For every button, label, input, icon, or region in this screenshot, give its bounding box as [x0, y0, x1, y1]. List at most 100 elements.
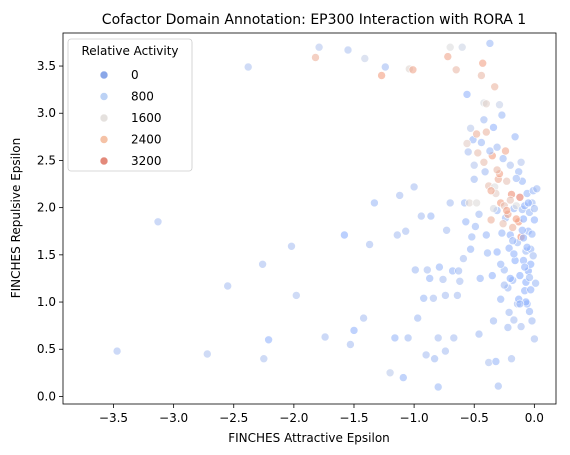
- x-tick-label: −3.0: [159, 411, 188, 425]
- data-point: [442, 226, 451, 235]
- data-point: [479, 158, 489, 167]
- data-point: [473, 148, 483, 158]
- x-axis-label: FINCHES Attractive Epsilon: [228, 431, 390, 445]
- data-point: [409, 182, 419, 192]
- y-tick-label: 2.5: [37, 153, 56, 167]
- data-point: [484, 358, 494, 367]
- data-point: [408, 65, 418, 75]
- data-point: [445, 198, 455, 208]
- data-point: [454, 266, 463, 276]
- x-tick-label: −0.5: [460, 411, 489, 425]
- data-point: [441, 291, 450, 300]
- y-axis-ticks: 0.0 0.5 1.0 1.5 2.0 2.5 3.0 3.5: [37, 59, 63, 403]
- data-point: [499, 280, 509, 290]
- data-point: [502, 206, 512, 215]
- data-point: [516, 322, 526, 331]
- data-point: [492, 142, 502, 152]
- data-point: [481, 230, 491, 240]
- data-point: [474, 329, 484, 339]
- data-point: [223, 281, 232, 291]
- data-point: [489, 204, 498, 213]
- data-point: [526, 285, 536, 295]
- data-point: [455, 276, 465, 286]
- data-point: [385, 368, 395, 378]
- data-point: [203, 349, 212, 359]
- data-point: [441, 346, 450, 356]
- data-point: [511, 174, 521, 183]
- x-tick-label: −1.0: [400, 411, 429, 425]
- data-point: [523, 198, 533, 208]
- data-point: [466, 244, 475, 254]
- data-point: [492, 247, 502, 257]
- data-point: [519, 233, 528, 243]
- data-point: [517, 226, 527, 235]
- chart-title: Cofactor Domain Annotation: EP300 Intera…: [102, 12, 526, 28]
- data-point: [498, 154, 508, 163]
- data-point: [525, 273, 534, 282]
- data-point: [457, 42, 467, 52]
- data-point: [453, 291, 462, 300]
- data-point: [380, 62, 390, 72]
- data-point: [477, 71, 486, 80]
- data-point: [528, 251, 538, 261]
- legend-box: [67, 38, 193, 172]
- data-point: [510, 132, 520, 142]
- x-tick-label: −1.5: [339, 411, 368, 425]
- data-point: [461, 217, 471, 227]
- data-point: [349, 326, 359, 335]
- data-point: [438, 275, 448, 284]
- legend-label: 0: [131, 68, 139, 82]
- data-point: [360, 54, 370, 63]
- x-axis-ticks: −3.5 −3.0 −2.5 −2.0 −1.5 −1.0 −0.5 0.0: [99, 404, 544, 425]
- data-point: [511, 214, 521, 224]
- legend-marker: [99, 113, 109, 123]
- data-point: [505, 274, 515, 283]
- data-point: [527, 229, 537, 239]
- data-point: [481, 99, 491, 109]
- legend-marker: [99, 135, 109, 144]
- data-point: [467, 232, 477, 242]
- data-point: [509, 315, 519, 325]
- data-point: [490, 82, 500, 92]
- data-point: [507, 354, 516, 364]
- data-point: [487, 271, 497, 280]
- data-point: [531, 278, 540, 288]
- data-point: [392, 230, 402, 240]
- data-point: [475, 274, 485, 283]
- data-point: [445, 42, 455, 52]
- data-point: [532, 184, 542, 194]
- legend-marker: [99, 92, 109, 101]
- data-point: [462, 139, 472, 148]
- data-point: [416, 211, 426, 221]
- data-point: [398, 373, 408, 382]
- points-layer: [112, 39, 542, 392]
- data-point: [508, 236, 518, 245]
- y-tick-label: 3.0: [37, 106, 56, 120]
- data-point: [525, 307, 534, 316]
- data-point: [505, 160, 515, 170]
- data-point: [527, 316, 537, 326]
- data-point: [496, 259, 506, 269]
- data-point: [429, 293, 438, 303]
- data-point: [451, 65, 461, 75]
- data-point: [340, 230, 349, 240]
- data-point: [472, 198, 481, 208]
- data-point: [346, 340, 355, 349]
- data-point: [491, 357, 501, 366]
- data-point: [522, 243, 532, 252]
- legend-label: 800: [131, 90, 154, 104]
- data-point: [503, 323, 513, 332]
- y-tick-label: 3.5: [37, 59, 56, 73]
- data-point: [481, 127, 491, 137]
- x-tick-label: −3.5: [99, 411, 128, 425]
- data-point: [465, 198, 474, 208]
- legend-marker: [99, 156, 109, 166]
- x-tick-label: −2.5: [219, 411, 248, 425]
- data-point: [492, 165, 502, 175]
- data-point: [401, 226, 411, 236]
- y-tick-label: 0.0: [37, 389, 56, 403]
- data-point: [343, 45, 353, 55]
- data-point: [493, 381, 503, 391]
- data-point: [497, 110, 507, 120]
